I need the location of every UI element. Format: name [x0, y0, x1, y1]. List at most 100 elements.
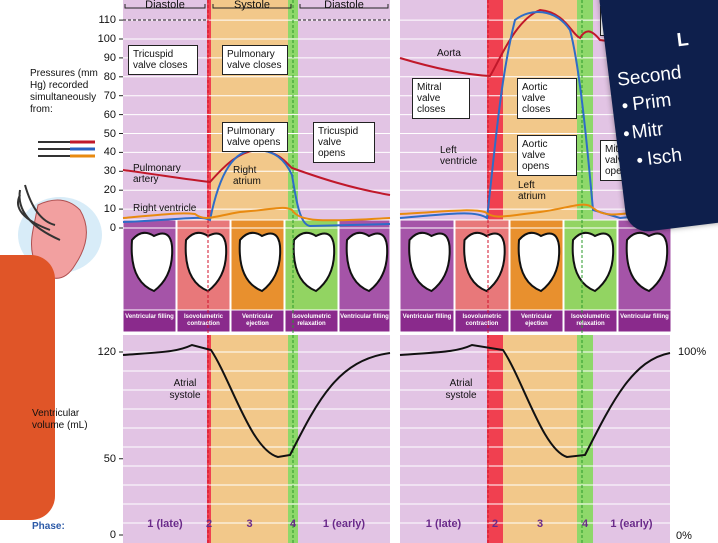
y-tick-label: 40 — [103, 146, 116, 159]
right-atrium-curve — [122, 206, 391, 222]
phase-number: 1 (early) — [322, 518, 366, 530]
phase-band — [123, 0, 207, 220]
heart-sketch — [463, 231, 506, 293]
annotation: Left atrium — [518, 180, 546, 202]
phase-band — [400, 335, 487, 543]
annotation: Aortic valve closes — [517, 78, 577, 119]
phase-band — [123, 335, 207, 543]
phase-label-bg — [399, 309, 455, 333]
heart-sketch — [130, 231, 174, 293]
phase-label-bg — [509, 309, 564, 333]
phase-number: 3 — [246, 518, 253, 530]
phase-number: 1 (late) — [425, 518, 462, 530]
sidebar-label: Pressures (mm Hg) recorded simultaneousl… — [30, 68, 98, 115]
decor-shape — [0, 255, 55, 520]
heart-sketch — [345, 231, 389, 293]
phase-number: 4 — [581, 518, 589, 530]
phase-number: 2 — [205, 518, 213, 530]
y-tick-label: 120 — [97, 346, 116, 358]
y-tick-label: 0 — [109, 529, 116, 541]
y-tick-label: 80 — [103, 70, 116, 83]
y-tick-label: 110 — [98, 14, 116, 27]
phase-number: 3 — [536, 518, 544, 530]
left-ventricle-curve — [399, 10, 641, 220]
y-tick-label: 90 — [103, 51, 116, 64]
y-tick-label: 30 — [103, 165, 116, 178]
phase-band — [503, 335, 577, 543]
volume-curve — [399, 343, 671, 459]
annotation: Tricuspid valve opens — [313, 122, 375, 163]
phase-number: 1 (early) — [610, 518, 653, 530]
y-tick-label: 50 — [103, 127, 116, 140]
period-brace — [299, 4, 389, 9]
heart-sketch — [571, 231, 615, 293]
heart-sketch — [625, 231, 669, 293]
phase-band — [487, 335, 503, 543]
annotation: Atrial systole — [445, 378, 477, 401]
y-tick-label: 70 — [103, 89, 116, 102]
y-tick-label: 50 — [103, 452, 116, 465]
left-atrium-curve — [399, 203, 641, 218]
period-label: Systole — [233, 0, 271, 11]
phase-name: Ventricular filling — [620, 314, 669, 320]
period-brace — [212, 4, 292, 9]
annotation: Pulmonary artery — [133, 163, 181, 185]
heart-sketch — [184, 231, 228, 293]
y-tick-label: 10 — [103, 203, 116, 216]
annotation: Left ventricle — [440, 145, 478, 167]
phase-label-bg — [563, 309, 618, 333]
y-tick-label: 100 — [97, 33, 116, 45]
phase-name: Ventricular filling — [402, 314, 452, 320]
phase-label-bg — [617, 309, 672, 333]
phase-label-bg — [338, 309, 391, 333]
heart-sketch — [517, 231, 561, 293]
phase-number: 1 (late) — [147, 518, 183, 530]
phase-number: 2 — [491, 518, 499, 530]
y-tick-label: 20 — [103, 184, 116, 197]
period-label: Diastole — [145, 0, 185, 11]
sidebar-label: Ventricular volume (mL) — [32, 408, 88, 431]
annotation: Aorta — [437, 48, 461, 59]
phase-name: Isovolumetric contraction — [183, 314, 223, 327]
annotation: Right atrium — [233, 165, 261, 187]
phase-name: Ventricular filling — [125, 314, 174, 320]
annotation: Pulmonary valve closes — [222, 45, 288, 75]
phase-name: Ventricular ejection — [241, 314, 273, 327]
percent-label: 0% — [676, 530, 692, 542]
heart-sketch — [408, 231, 451, 293]
annotation: Pulmonary valve opens — [222, 122, 288, 152]
phase-label-bg — [122, 309, 177, 333]
period-label: Diastole — [324, 0, 364, 11]
annotation: Mitral valve closes — [412, 78, 470, 119]
annotation: Tricuspid valve closes — [128, 45, 198, 75]
phase-band — [298, 335, 390, 543]
annotation: Atrial systole — [169, 378, 201, 401]
phase-label-bg — [454, 309, 510, 333]
phase-name: Isovolumetric contraction — [462, 314, 502, 327]
card-text: Isch — [645, 144, 684, 170]
phase-band — [207, 0, 211, 220]
annotation: Aortic valve opens — [517, 135, 577, 176]
phase-number: 4 — [289, 518, 297, 530]
y-tick-label: 60 — [103, 108, 116, 121]
phase-label-bg — [230, 309, 285, 333]
phase-band — [298, 0, 390, 220]
phase-name: Isovolumetric relaxation — [570, 314, 610, 327]
period-brace — [124, 4, 206, 9]
annotation: Right ventricle — [133, 203, 197, 214]
heart-sketch — [292, 231, 336, 293]
bullet — [636, 157, 643, 164]
card-text: Second — [616, 62, 683, 91]
phase-name: Isovolumetric relaxation — [291, 314, 331, 327]
phase-name: Ventricular filling — [340, 314, 389, 320]
phase-band — [207, 335, 211, 543]
phase-band — [211, 0, 288, 220]
card-text: Mitr — [630, 118, 665, 144]
phase-band — [577, 335, 593, 543]
phase-band — [487, 0, 503, 220]
phase-label-bg — [284, 309, 339, 333]
bullet — [622, 102, 628, 109]
phase-name: Ventricular ejection — [520, 314, 552, 327]
bullet — [623, 130, 630, 137]
